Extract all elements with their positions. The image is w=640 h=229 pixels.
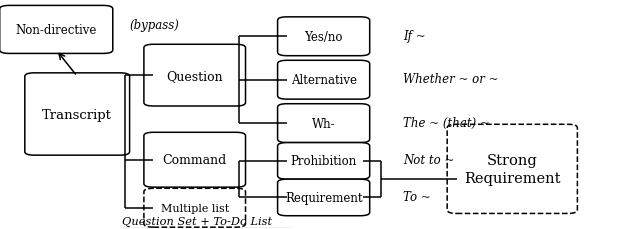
Text: Multiple list: Multiple list bbox=[161, 203, 229, 213]
FancyBboxPatch shape bbox=[25, 74, 130, 155]
FancyBboxPatch shape bbox=[447, 125, 577, 213]
Text: Question Set + To-Do List: Question Set + To-Do List bbox=[122, 216, 272, 226]
FancyBboxPatch shape bbox=[278, 104, 370, 143]
Text: (bypass): (bypass) bbox=[130, 19, 180, 32]
FancyBboxPatch shape bbox=[278, 143, 370, 179]
FancyBboxPatch shape bbox=[278, 18, 370, 57]
Text: Whether ~ or ~: Whether ~ or ~ bbox=[403, 73, 499, 86]
Text: Command: Command bbox=[163, 154, 227, 166]
Text: Transcript: Transcript bbox=[42, 108, 112, 121]
Text: The ~ (that) ~: The ~ (that) ~ bbox=[403, 117, 490, 129]
Text: Not to ~: Not to ~ bbox=[403, 154, 454, 166]
Text: Wh-: Wh- bbox=[312, 117, 335, 130]
FancyBboxPatch shape bbox=[144, 133, 246, 187]
FancyBboxPatch shape bbox=[144, 45, 246, 106]
FancyBboxPatch shape bbox=[278, 179, 370, 216]
Text: Yes/no: Yes/no bbox=[305, 31, 343, 44]
Text: Requirement: Requirement bbox=[285, 191, 362, 204]
Text: Strong
Requirement: Strong Requirement bbox=[464, 153, 561, 185]
Text: Prohibition: Prohibition bbox=[291, 155, 356, 168]
FancyBboxPatch shape bbox=[0, 6, 113, 54]
Text: Question: Question bbox=[166, 69, 223, 82]
FancyBboxPatch shape bbox=[144, 188, 246, 227]
Text: Alternative: Alternative bbox=[291, 74, 356, 87]
Text: To ~: To ~ bbox=[403, 190, 431, 203]
FancyBboxPatch shape bbox=[278, 61, 370, 100]
Text: Non-directive: Non-directive bbox=[15, 24, 97, 37]
Text: If ~: If ~ bbox=[403, 30, 426, 42]
